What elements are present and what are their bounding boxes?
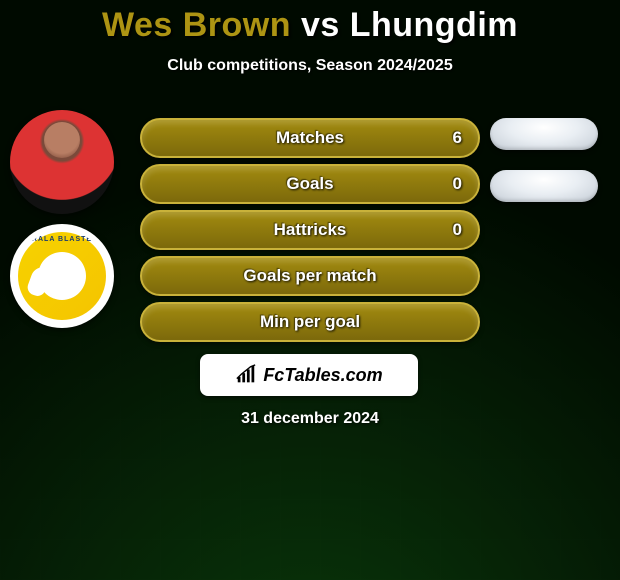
stat-label: Hattricks	[274, 220, 347, 240]
player1-name: Wes Brown	[102, 6, 291, 44]
stat-bar-matches: Matches 6	[140, 118, 480, 158]
crest-text: KERALA BLASTERS	[18, 236, 106, 243]
stat-label: Goals	[286, 174, 333, 194]
player2-avatar: KERALA BLASTERS	[10, 224, 114, 328]
stat-label: Matches	[276, 128, 344, 148]
stat-label: Min per goal	[260, 312, 360, 332]
side-pills	[490, 118, 598, 202]
subtitle: Club competitions, Season 2024/2025	[0, 57, 620, 75]
stat-bar-min-per-goal: Min per goal	[140, 302, 480, 342]
pill-matches	[490, 118, 598, 150]
brand-link[interactable]: FcTables.com	[200, 354, 418, 396]
vs-text: vs	[301, 6, 340, 44]
stat-bar-hattricks: Hattricks 0	[140, 210, 480, 250]
player1-avatar	[10, 110, 114, 214]
content-root: Wes Brown vs Lhungdim Club competitions,…	[0, 0, 620, 580]
stat-value: 0	[453, 174, 462, 194]
stat-bar-goals-per-match: Goals per match	[140, 256, 480, 296]
stat-bar-goals: Goals 0	[140, 164, 480, 204]
stat-value: 0	[453, 220, 462, 240]
stat-bars: Matches 6 Goals 0 Hattricks 0 Goals per …	[140, 118, 480, 342]
date-text: 31 december 2024	[0, 410, 620, 428]
bar-chart-icon	[235, 364, 257, 386]
brand-text: FcTables.com	[263, 365, 382, 386]
elephant-icon	[38, 252, 86, 300]
stat-label: Goals per match	[243, 266, 376, 286]
club-crest: KERALA BLASTERS	[18, 232, 106, 320]
avatar-column: KERALA BLASTERS	[10, 110, 114, 328]
player2-name: Lhungdim	[350, 6, 518, 44]
pill-goals	[490, 170, 598, 202]
page-title: Wes Brown vs Lhungdim	[0, 0, 620, 45]
stat-value: 6	[453, 128, 462, 148]
